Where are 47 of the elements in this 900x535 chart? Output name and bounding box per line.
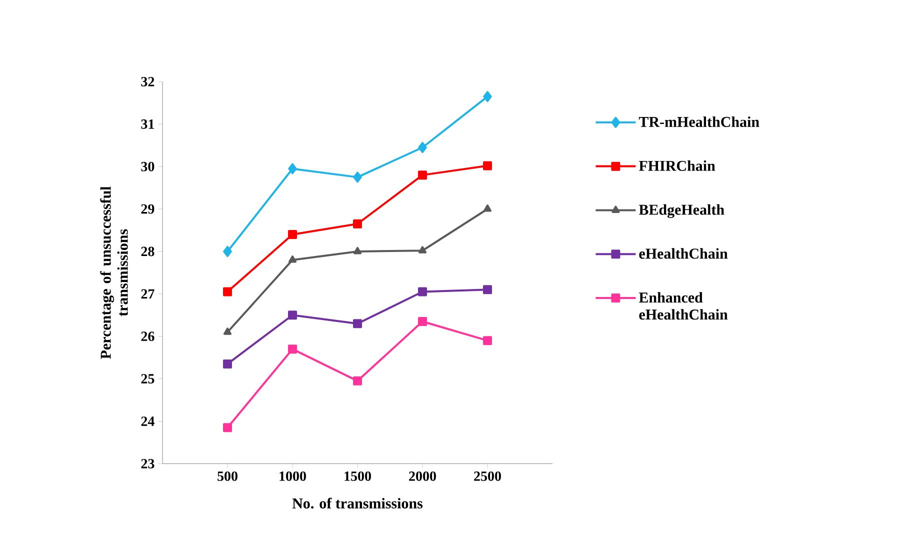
point xyxy=(223,246,232,257)
point xyxy=(483,161,492,170)
x-axis-title: No. of transmissions xyxy=(292,498,423,509)
point xyxy=(483,204,492,212)
point xyxy=(418,316,427,326)
legend-label: Enhanced eHealthChain xyxy=(638,292,728,320)
point xyxy=(353,319,362,328)
legend-label: TR-mHealthChain xyxy=(638,116,760,127)
y-tick-label: 23 xyxy=(141,458,154,468)
point xyxy=(223,423,232,432)
point xyxy=(288,344,298,354)
y-tick-label: 24 xyxy=(141,416,154,426)
point xyxy=(483,336,492,346)
point xyxy=(418,170,427,180)
y-tick-label: 28 xyxy=(141,246,154,256)
point xyxy=(353,376,362,386)
x-tick-label: 1000 xyxy=(280,471,306,481)
point xyxy=(288,230,298,239)
legend-label: eHealthChain xyxy=(639,248,728,259)
point xyxy=(223,328,232,335)
legend-label: BEdgeHealth xyxy=(638,204,724,218)
point xyxy=(483,285,492,294)
point xyxy=(418,287,427,296)
point xyxy=(223,287,232,296)
y-tick-label: 25 xyxy=(141,374,154,384)
x-tick-label: 1500 xyxy=(344,471,371,481)
point xyxy=(353,172,362,183)
y-tick-label: 31 xyxy=(141,119,154,129)
point xyxy=(418,142,427,153)
point xyxy=(223,359,232,368)
y-tick-label: 30 xyxy=(141,162,154,172)
point xyxy=(288,310,298,320)
x-tick-label: 500 xyxy=(218,471,238,481)
y-tick-label: 27 xyxy=(141,289,154,299)
point xyxy=(288,255,297,263)
y-tick-label: 29 xyxy=(141,204,154,214)
point xyxy=(288,163,297,174)
y-axis-title: Percentage of unsuccessful transmissions xyxy=(100,186,128,359)
point xyxy=(418,246,427,254)
y-tick-label: 32 xyxy=(141,76,154,86)
y-tick-label: 26 xyxy=(141,332,154,342)
point xyxy=(353,246,362,254)
x-tick-label: 2500 xyxy=(474,471,501,481)
point xyxy=(483,91,492,102)
point xyxy=(353,219,362,228)
x-tick-label: 2000 xyxy=(409,471,436,481)
legend-label: FHIRChain xyxy=(638,160,716,171)
